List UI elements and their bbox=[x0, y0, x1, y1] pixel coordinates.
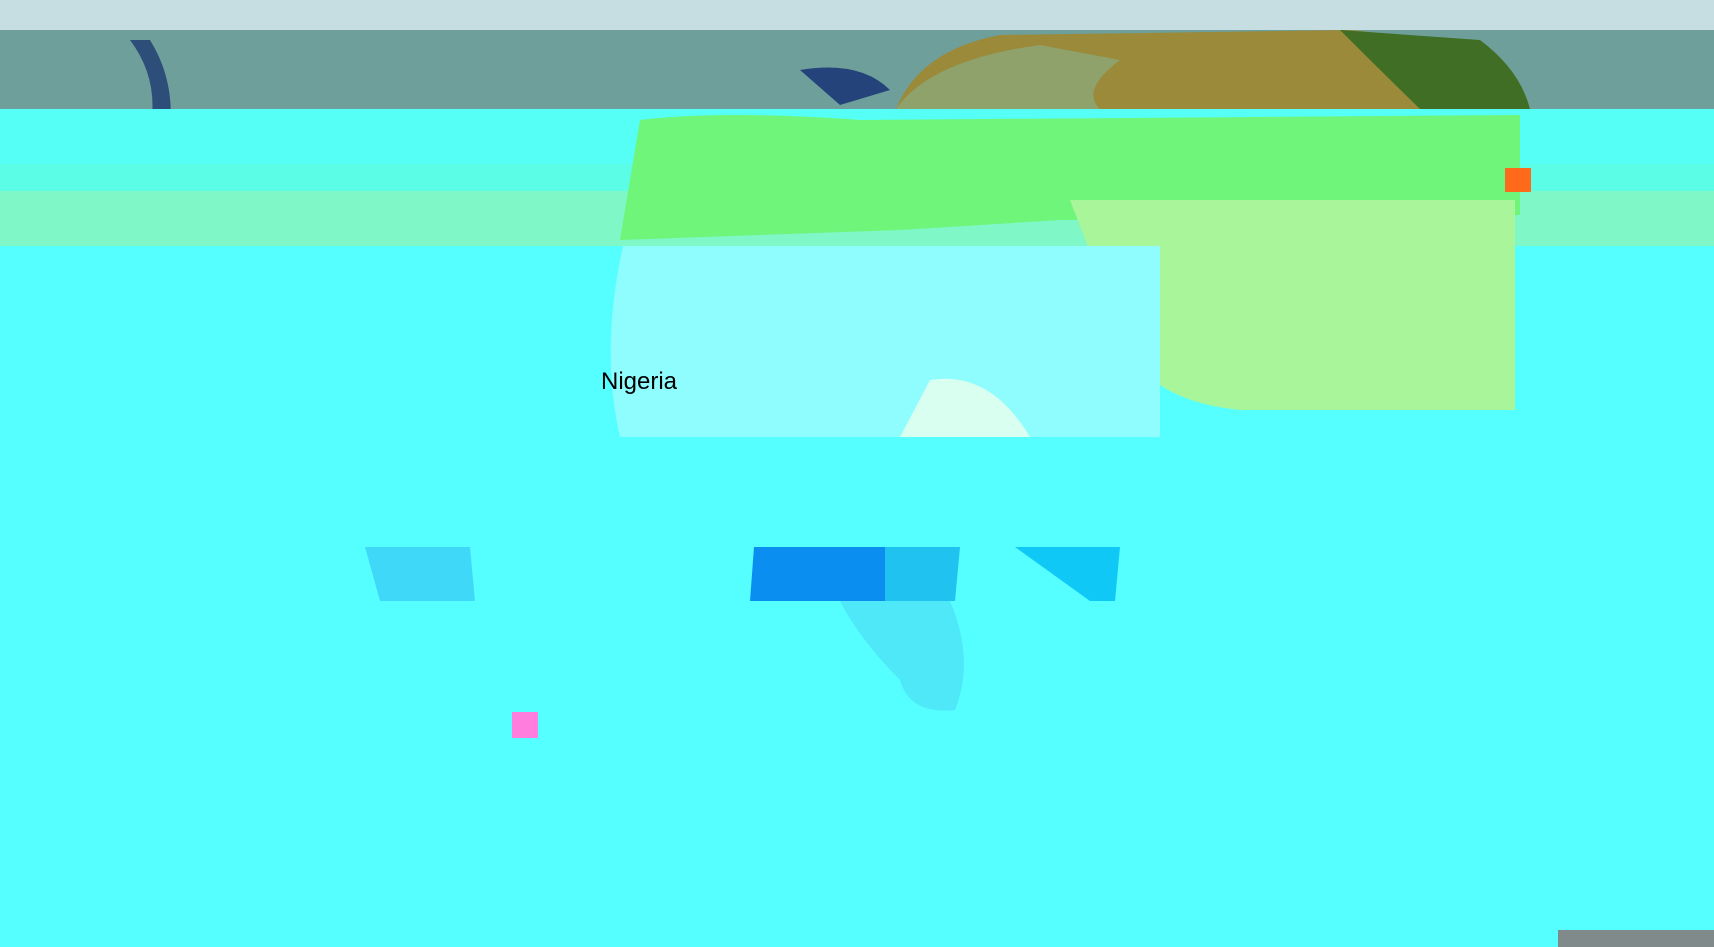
region-pale bbox=[900, 378, 1030, 437]
region-light-green bbox=[1070, 200, 1515, 410]
top-band bbox=[0, 0, 1714, 30]
region-olive bbox=[896, 45, 1120, 109]
region-dark-green bbox=[1340, 30, 1530, 109]
region-blue-4 bbox=[365, 547, 475, 601]
marker bbox=[512, 712, 538, 738]
river bbox=[130, 40, 171, 130]
region-blue bbox=[750, 547, 885, 601]
marker bbox=[1505, 168, 1531, 192]
region-light-cyan bbox=[610, 246, 1160, 437]
region-blue-3 bbox=[1015, 547, 1120, 601]
region-peninsula bbox=[840, 601, 964, 711]
status-bar bbox=[1558, 930, 1714, 947]
country-label: Nigeria bbox=[601, 368, 678, 395]
region-blue-2 bbox=[885, 547, 960, 601]
lake bbox=[800, 67, 890, 105]
